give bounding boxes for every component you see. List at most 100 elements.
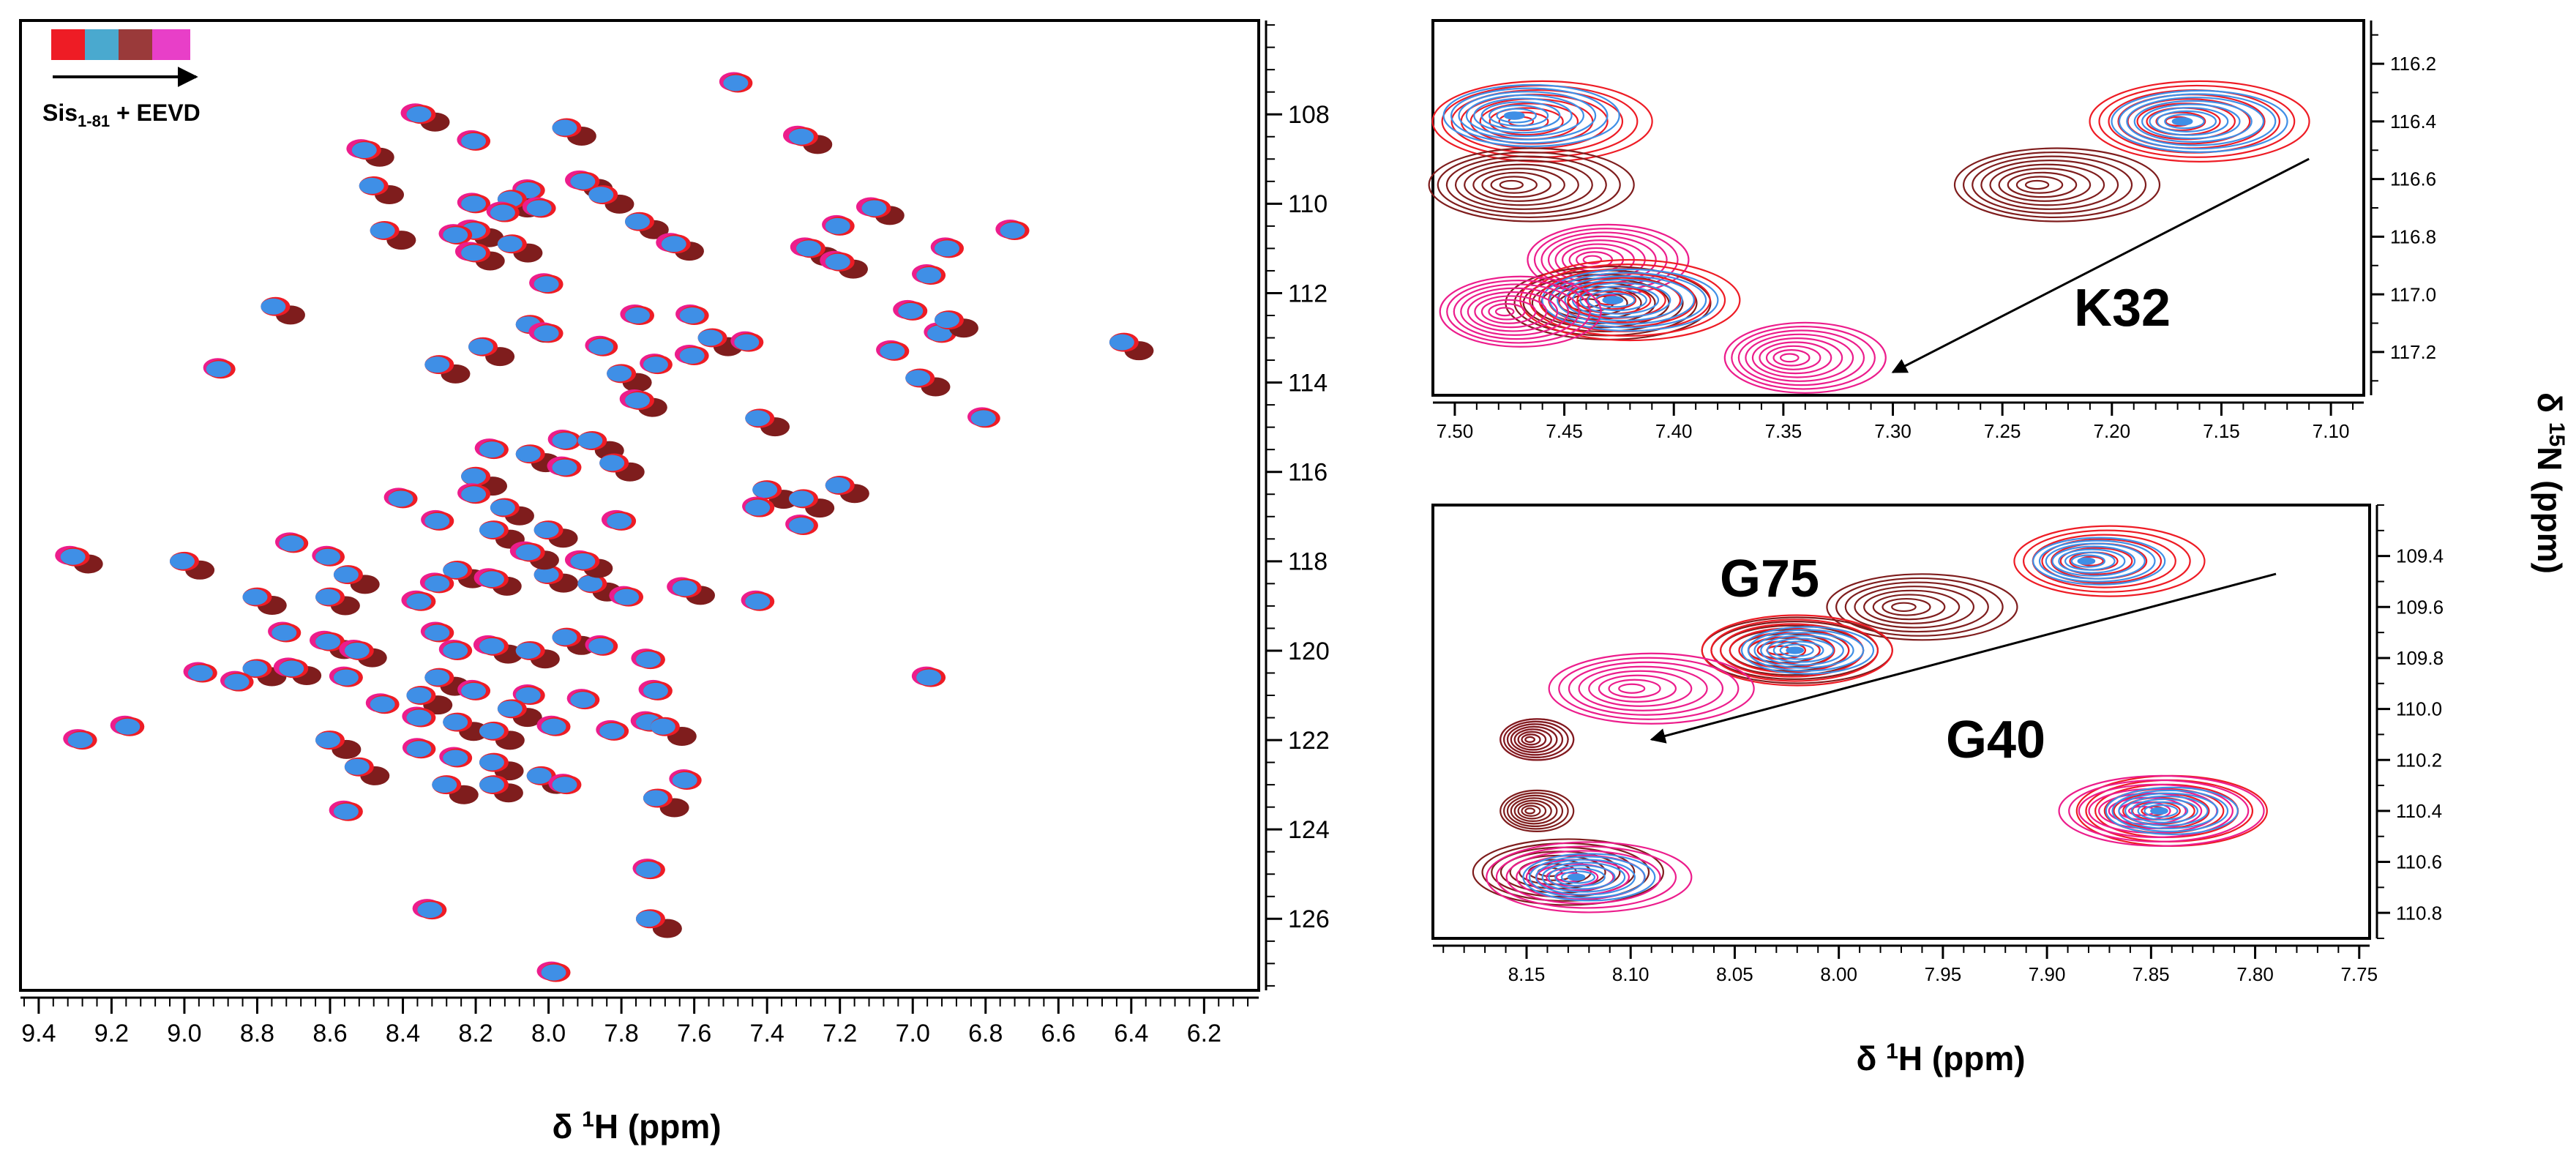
peak-49 — [619, 389, 667, 417]
peak-series-2 — [388, 490, 413, 507]
contour-level — [1519, 258, 1741, 342]
peak-98 — [631, 649, 665, 670]
contour-level — [1529, 856, 1646, 899]
peak-128 — [63, 729, 97, 750]
x-tick-label: 7.4 — [750, 1020, 785, 1047]
peak-22 — [995, 219, 1030, 240]
contour-level — [1579, 285, 1660, 315]
peak-95 — [515, 640, 560, 669]
contour-level — [1586, 290, 1637, 310]
contour-level — [1502, 792, 1569, 830]
peak-series-2 — [697, 329, 723, 346]
peak-12 — [486, 201, 520, 223]
peak-131 — [432, 775, 479, 804]
g40-annotation: G40 — [1946, 711, 2045, 769]
contour-level — [1618, 683, 1646, 694]
x-tick-label: 9.0 — [167, 1020, 201, 1047]
zoom-y-axis-label: δ 15N (ppm) — [2531, 392, 2569, 574]
contour-level — [1854, 586, 1975, 629]
k32-peak-blue — [1442, 83, 1620, 148]
contour-level — [1474, 295, 1548, 329]
peak-120 — [344, 757, 390, 785]
contour-level — [1505, 850, 1661, 905]
contour-level — [1489, 107, 1564, 136]
k32-peak-maroon — [1953, 147, 2161, 223]
peak-112 — [220, 670, 254, 692]
contour-level — [2058, 548, 2126, 574]
contour-level — [1779, 643, 1814, 657]
peak-113 — [402, 706, 436, 728]
peak-series-2 — [650, 718, 675, 735]
x-tick-label: 7.50 — [1437, 420, 1474, 442]
contour-level — [1844, 581, 1989, 633]
peak-87 — [667, 577, 715, 605]
contour-level — [1481, 171, 1551, 198]
peak-series-2 — [635, 651, 661, 668]
peak-31 — [528, 322, 564, 343]
peak-11 — [457, 193, 491, 214]
contour-level — [1723, 321, 1887, 394]
peak-series-2 — [424, 669, 450, 686]
peak-series-2 — [788, 128, 814, 145]
peak-series-2 — [406, 593, 432, 610]
peak-103 — [457, 679, 491, 700]
contour-level — [1458, 91, 1597, 141]
x-tick-label: 6.2 — [1187, 1020, 1221, 1047]
y-tick-label: 110.6 — [2396, 851, 2442, 873]
peak-series-2 — [635, 862, 661, 878]
peak-series-2 — [60, 548, 86, 565]
main-x-axis-label: δ 1H (ppm) — [552, 1107, 721, 1146]
peak-74 — [312, 545, 345, 567]
peak-series-2 — [970, 410, 996, 427]
contour-level — [1608, 679, 1661, 698]
peak-133 — [329, 800, 363, 821]
peak-series-2 — [406, 741, 432, 758]
peak-series-2 — [206, 361, 231, 378]
peak-40 — [640, 354, 673, 375]
peak-64 — [825, 476, 869, 504]
peak-series-2 — [533, 567, 559, 583]
k32-peak-pink — [1439, 275, 1602, 348]
peak-29 — [261, 296, 305, 325]
peak-125 — [548, 774, 582, 795]
k32-x-axis: 7.50 7.45 7.40 7.35 7.30 7.25 7.20 7.15 7.10 — [1433, 401, 2364, 442]
g40-g75-zoom-panel: G75 G40 8.15 8.10 8.05 8.00 7.95 7.90 7.85 7.80… — [1431, 504, 2444, 1077]
peak-series-2 — [443, 750, 468, 766]
contour-level — [2127, 98, 2251, 145]
contour-level — [2124, 795, 2209, 826]
peak-34 — [620, 304, 654, 325]
peak-series-2 — [417, 902, 443, 919]
contour-level — [1738, 632, 1835, 669]
peak-series-2 — [1000, 222, 1025, 239]
legend: Sis1-81 + EEVD — [42, 29, 201, 130]
contour-level — [1554, 867, 1606, 887]
peak-series-2 — [526, 767, 552, 784]
peak-series-2 — [643, 790, 668, 807]
peak-series-2 — [795, 240, 821, 257]
peak-series-2 — [315, 548, 340, 565]
x-tick-label: 7.10 — [2313, 420, 2350, 442]
y-tick-label: 120 — [1288, 638, 1330, 665]
g-x-axis: 8.15 8.10 8.05 8.00 7.95 7.90 7.85 7.80 7.75 — [1433, 944, 2378, 985]
peak-series-2 — [315, 633, 340, 650]
peak-76 — [473, 568, 522, 596]
peak-series-2 — [424, 356, 450, 373]
contour-level — [1963, 151, 2147, 219]
contour-level — [1751, 337, 1843, 378]
peak-series-2 — [625, 392, 650, 409]
contour-level — [1499, 789, 1575, 832]
peak-2 — [457, 130, 491, 151]
contour-level — [1567, 873, 1586, 881]
peak-51 — [967, 407, 1000, 428]
contour-level — [1473, 97, 1573, 134]
peak-52 — [547, 429, 582, 450]
contour-level — [2032, 537, 2166, 586]
peak-109 — [638, 679, 673, 700]
contour-level — [1564, 278, 1683, 322]
y-tick-label: 124 — [1288, 816, 1330, 844]
x-tick-label: 7.25 — [1984, 420, 2021, 442]
contour-level — [2038, 539, 2156, 583]
contour-level — [2078, 783, 2234, 838]
peak-series-2 — [424, 624, 450, 641]
contour-level — [1442, 83, 1620, 148]
